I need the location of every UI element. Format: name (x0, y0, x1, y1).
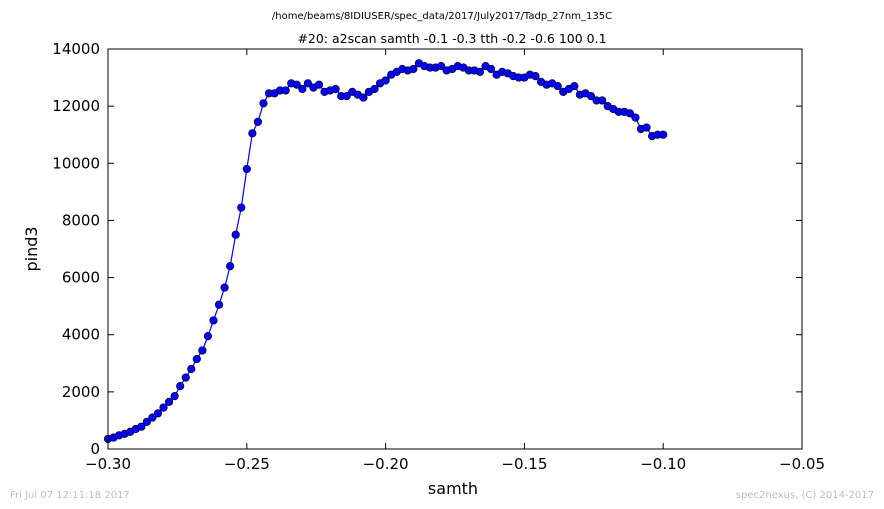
data-point (259, 99, 268, 108)
data-point (370, 84, 379, 94)
series-line (107, 62, 664, 440)
x-tick-label: −0.25 (224, 455, 270, 473)
y-tick-label: 4000 (62, 326, 100, 344)
x-tick-label: −0.15 (501, 455, 547, 473)
data-point (314, 80, 324, 89)
data-point (342, 92, 351, 101)
y-tick-label: 12000 (52, 97, 100, 115)
data-point (164, 397, 174, 406)
y-tick-label: 10000 (52, 154, 100, 172)
data-point (625, 109, 634, 118)
data-point (292, 80, 301, 89)
x-tick-label: −0.30 (85, 455, 131, 473)
data-point (226, 262, 235, 271)
data-point (437, 62, 446, 71)
data-point (298, 84, 307, 94)
data-point (198, 346, 207, 355)
data-point (409, 64, 418, 74)
y-axis-label: pind3 (22, 226, 41, 271)
data-point (253, 117, 262, 126)
data-point (659, 130, 668, 139)
axis-ticks: −0.30 −0.25 −0.20 −0.15 −0.10 −0.05 0 2000 4000 6… (52, 40, 825, 473)
data-point (176, 382, 185, 391)
data-point (148, 413, 157, 422)
chart-title: #20: a2scan samth -0.1 -0.3 tth -0.2 -0.… (297, 31, 606, 46)
data-point (187, 364, 196, 374)
data-point (531, 72, 540, 81)
y-tick-label: 14000 (52, 40, 100, 58)
y-tick-label: 8000 (62, 211, 100, 229)
data-point (281, 86, 290, 95)
data-point (553, 82, 562, 91)
data-point (137, 422, 146, 431)
data-point (181, 373, 190, 382)
data-point (142, 417, 151, 426)
data-point (631, 113, 640, 122)
file-path-header: /home/beams/8IDIUSER/spec_data/2017/July… (272, 11, 612, 22)
data-point (642, 123, 651, 132)
data-point (359, 93, 368, 102)
data-point (598, 96, 607, 105)
footer-credit: spec2nexus, (C) 2014-2017 (736, 490, 874, 501)
data-point (303, 79, 312, 88)
data-point (237, 203, 246, 212)
data-point (486, 64, 496, 74)
plot-frame (107, 48, 803, 450)
data-series (103, 59, 668, 444)
y-tick-label: 0 (90, 440, 100, 458)
data-point (209, 316, 218, 325)
y-tick-label: 6000 (62, 269, 100, 287)
data-point (203, 332, 213, 341)
data-point (242, 164, 251, 174)
data-point (475, 67, 485, 76)
data-point (248, 129, 257, 138)
data-point (153, 409, 163, 418)
data-point (586, 92, 596, 101)
data-point (381, 76, 390, 85)
data-point (214, 300, 224, 309)
data-point (170, 392, 179, 401)
data-point (159, 403, 168, 412)
x-tick-label: −0.20 (363, 455, 409, 473)
data-point (570, 82, 579, 91)
x-tick-label: −0.05 (779, 455, 825, 473)
footer-timestamp: Fri Jul 07 12:11:18 2017 (10, 490, 130, 501)
x-axis-label: samth (428, 479, 478, 498)
data-point (231, 230, 240, 239)
y-tick-label: 2000 (62, 383, 100, 401)
data-point (192, 354, 201, 364)
data-point (331, 84, 340, 94)
x-tick-label: −0.10 (640, 455, 686, 473)
data-point (220, 283, 229, 292)
